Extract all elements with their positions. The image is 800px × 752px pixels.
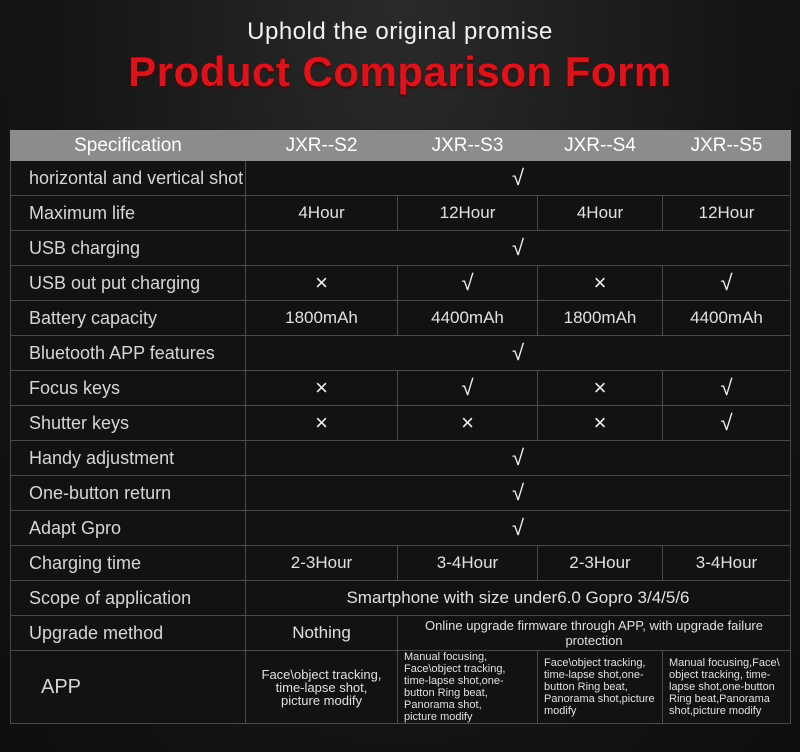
row-label: Maximum life	[10, 195, 246, 231]
table-row: Scope of application Smartphone with size…	[10, 580, 791, 616]
column-header: JXR--S3	[397, 130, 538, 161]
cell: 1800mAh	[245, 300, 398, 336]
table-row: Maximum life 4Hour 12Hour 4Hour 12Hour	[10, 195, 791, 231]
comparison-table: Specification JXR--S2 JXR--S3 JXR--S4 JXR--S…	[10, 130, 791, 724]
table-row: Focus keys × √ × √	[10, 370, 791, 406]
cell: ×	[245, 265, 398, 301]
cell: 4Hour	[245, 195, 398, 231]
cell: √	[245, 510, 791, 546]
cell: 4Hour	[537, 195, 663, 231]
table-row: Shutter keys × × × √	[10, 405, 791, 441]
cell: Face\object tracking, time-lapse shot, p…	[245, 650, 398, 724]
row-label: Scope of application	[10, 580, 246, 616]
row-label: horizontal and vertical shot	[10, 160, 246, 196]
row-label: Bluetooth APP features	[10, 335, 246, 371]
cell: ×	[245, 405, 398, 441]
cell: √	[245, 335, 791, 371]
table-row: horizontal and vertical shot √	[10, 160, 791, 196]
cell: 4400mAh	[662, 300, 791, 336]
cell: 12Hour	[397, 195, 538, 231]
cell: √	[245, 475, 791, 511]
cell: √	[245, 440, 791, 476]
table-row: USB out put charging × √ × √	[10, 265, 791, 301]
cell: √	[397, 265, 538, 301]
row-label: One-button return	[10, 475, 246, 511]
cell: 3-4Hour	[397, 545, 538, 581]
table-row: Charging time 2-3Hour 3-4Hour 2-3Hour 3-4Hou…	[10, 545, 791, 581]
cell: ×	[537, 265, 663, 301]
cell: 1800mAh	[537, 300, 663, 336]
row-label: Charging time	[10, 545, 246, 581]
cell: √	[245, 230, 791, 266]
cell: ×	[537, 405, 663, 441]
row-label: APP	[10, 650, 246, 724]
subtitle: Uphold the original promise	[247, 18, 553, 45]
table-row: Handy adjustment √	[10, 440, 791, 476]
cell: √	[662, 370, 791, 406]
table-row: USB charging √	[10, 230, 791, 266]
column-header: JXR--S5	[662, 130, 791, 161]
row-label: Shutter keys	[10, 405, 246, 441]
cell: Online upgrade firmware through APP, wit…	[397, 615, 791, 651]
row-label: Adapt Gpro	[10, 510, 246, 546]
cell: Manual focusing, Face\object tracking, t…	[397, 650, 538, 724]
row-label: Upgrade method	[10, 615, 246, 651]
column-header: Specification	[10, 130, 246, 161]
table-row: Battery capacity 1800mAh 4400mAh 1800mAh 440…	[10, 300, 791, 336]
row-label: Handy adjustment	[10, 440, 246, 476]
column-header: JXR--S2	[245, 130, 398, 161]
cell: ×	[537, 370, 663, 406]
cell: 3-4Hour	[662, 545, 791, 581]
header-row: Specification JXR--S2 JXR--S3 JXR--S4 JXR--S…	[10, 130, 791, 161]
cell: 2-3Hour	[537, 545, 663, 581]
table-row: Bluetooth APP features √	[10, 335, 791, 371]
cell: 4400mAh	[397, 300, 538, 336]
cell: ×	[245, 370, 398, 406]
row-label: Focus keys	[10, 370, 246, 406]
cell: √	[662, 265, 791, 301]
title: Product Comparison Form	[128, 48, 672, 95]
cell: √	[662, 405, 791, 441]
row-label: Battery capacity	[10, 300, 246, 336]
cell: Smartphone with size under6.0 Gopro 3/4/…	[245, 580, 791, 616]
cell: √	[245, 160, 791, 196]
cell: Face\object tracking, time-lapse shot,on…	[537, 650, 663, 724]
cell: 2-3Hour	[245, 545, 398, 581]
table-row: Adapt Gpro √	[10, 510, 791, 546]
row-label: USB out put charging	[10, 265, 246, 301]
cell: Nothing	[245, 615, 398, 651]
cell: Manual focusing,Face\ object tracking, t…	[662, 650, 791, 724]
cell: 12Hour	[662, 195, 791, 231]
table-row: APP Face\object tracking, time-lapse shot…	[10, 650, 791, 724]
cell: ×	[397, 405, 538, 441]
table-row: Upgrade method Nothing Online upgrade firm…	[10, 615, 791, 651]
column-header: JXR--S4	[537, 130, 663, 161]
row-label: USB charging	[10, 230, 246, 266]
cell: √	[397, 370, 538, 406]
table-row: One-button return √	[10, 475, 791, 511]
